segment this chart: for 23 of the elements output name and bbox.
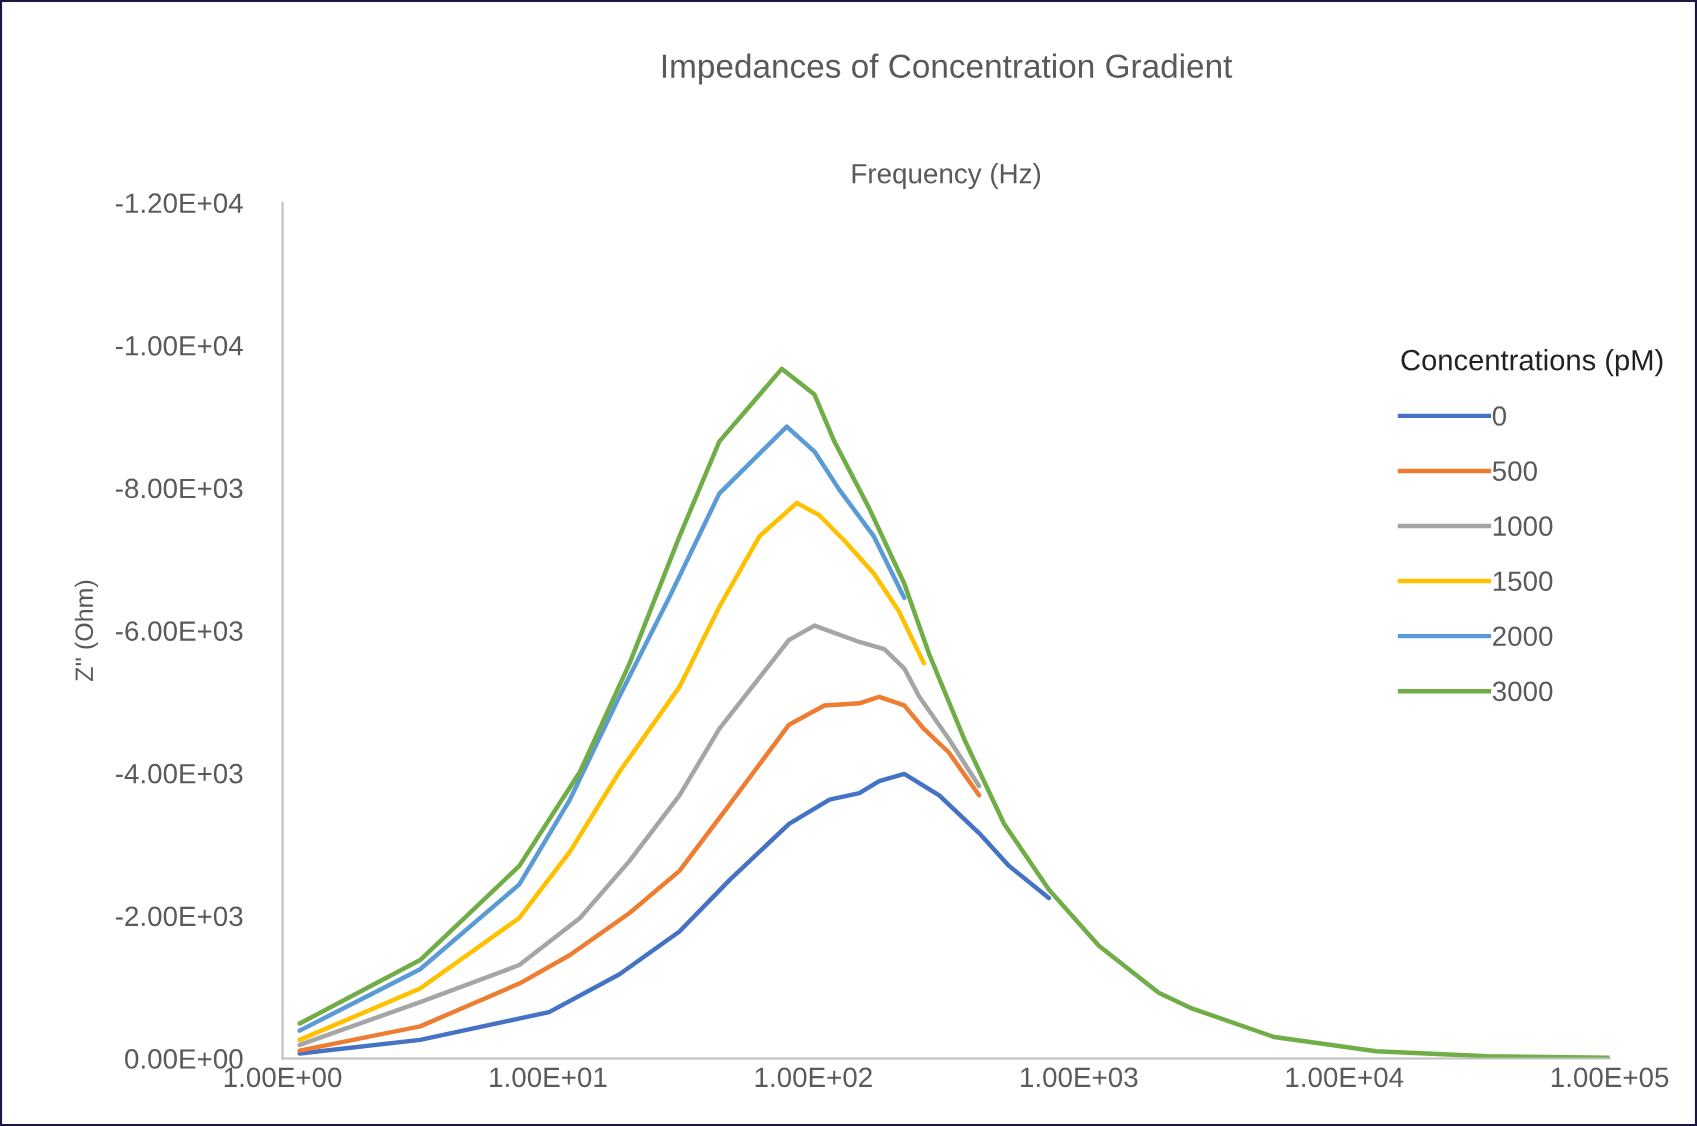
y-tick-label: -1.00E+04	[115, 335, 243, 356]
x-tick-label: 1.00E+00	[224, 1067, 342, 1088]
x-tick-label: 1.00E+05	[1551, 1067, 1669, 1088]
y-tick-label: -1.20E+04	[115, 193, 243, 214]
legend-label: 1000	[1493, 516, 1553, 536]
chart-title: Impedances of Concentration Gradient	[662, 53, 1233, 85]
legend-label: 1500	[1493, 571, 1553, 592]
y-tick-label: -6.00E+03	[115, 621, 243, 641]
x-tick-label: 1.00E+03	[1021, 1067, 1138, 1088]
x-tick-label: 1.00E+01	[490, 1067, 607, 1088]
y-tick-label: -8.00E+03	[115, 478, 243, 499]
x-tick-label: 1.00E+04	[1286, 1067, 1404, 1088]
legend-label: 0	[1492, 406, 1507, 426]
legend-label: 2000	[1493, 626, 1553, 647]
y-tick-label: 0.00E+00	[125, 1049, 243, 1069]
x-tick-label: 1.00E+02	[755, 1067, 872, 1088]
legend-label: 500	[1492, 461, 1537, 481]
y-axis-title: Z'' (Ohm)	[74, 580, 99, 682]
legend-label: 3000	[1492, 681, 1553, 702]
x-axis-title: Frequency (Hz)	[852, 163, 1041, 189]
legend-title: Concentrations (pM)	[1401, 349, 1663, 377]
y-tick-label: -4.00E+03	[115, 763, 243, 784]
y-tick-label: -2.00E+03	[115, 906, 243, 927]
